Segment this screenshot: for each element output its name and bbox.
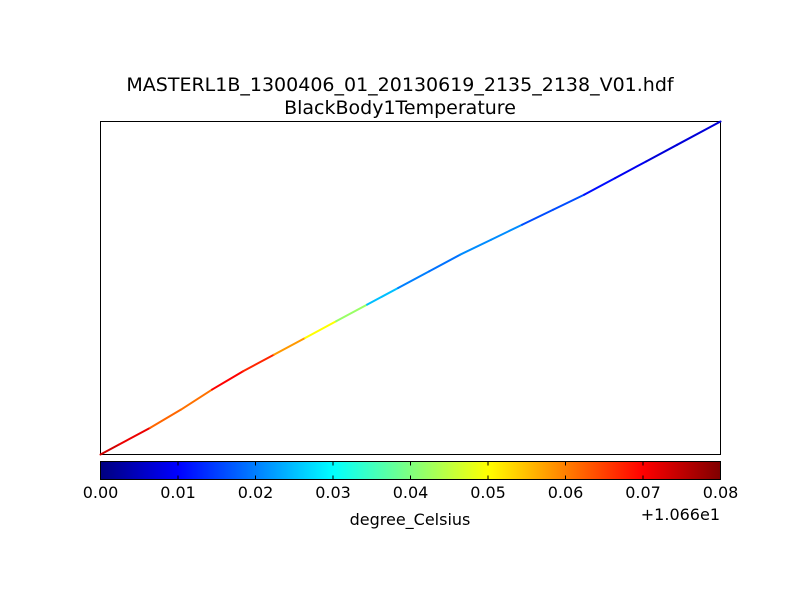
colorbar-tick-label: 0.03 [315, 483, 351, 502]
colorbar-label: degree_Celsius [350, 510, 471, 530]
line-segment [552, 193, 586, 211]
line-segment [614, 160, 648, 180]
colorbar-tick-label: 0.07 [625, 483, 661, 502]
line-segment [242, 353, 276, 373]
line-segment [521, 208, 555, 226]
colorbar-tick-label: 0.08 [703, 483, 739, 502]
chart-subtitle: BlackBody1Temperature [284, 97, 516, 119]
line-segment [304, 320, 338, 339]
line-segment [428, 253, 462, 273]
line-segment [99, 443, 121, 456]
line-segment [490, 223, 524, 241]
colorbar-tick-label: 0.06 [548, 483, 584, 502]
line-segment [118, 426, 152, 446]
colorbar-ticks: 0.00 0.01 0.02 0.03 0.04 0.05 0.06 0.07 0.08 [83, 461, 739, 502]
line-segment [335, 303, 369, 323]
colorbar-tick-label: 0.04 [393, 483, 429, 502]
colorbar-tick-label: 0.01 [160, 483, 196, 502]
line-segment [180, 388, 214, 411]
line-segment [273, 336, 307, 356]
colorbar-offset-label: +1.066e1 [641, 505, 720, 524]
data-line [99, 120, 722, 456]
line-segment [676, 120, 722, 146]
line-segment [583, 177, 617, 196]
colorbar-tick-label: 0.02 [238, 483, 274, 502]
colorbar-tick-label: 0.05 [470, 483, 506, 502]
line-segment [397, 270, 431, 289]
chart-title: MASTERL1B_1300406_01_20130619_2135_2138_… [126, 74, 674, 96]
line-segment [366, 287, 400, 306]
colorbar-tick-label: 0.00 [83, 483, 119, 502]
line-segment [459, 238, 493, 256]
line-segment [645, 143, 679, 163]
line-segment [149, 408, 183, 429]
line-segment [211, 370, 245, 391]
